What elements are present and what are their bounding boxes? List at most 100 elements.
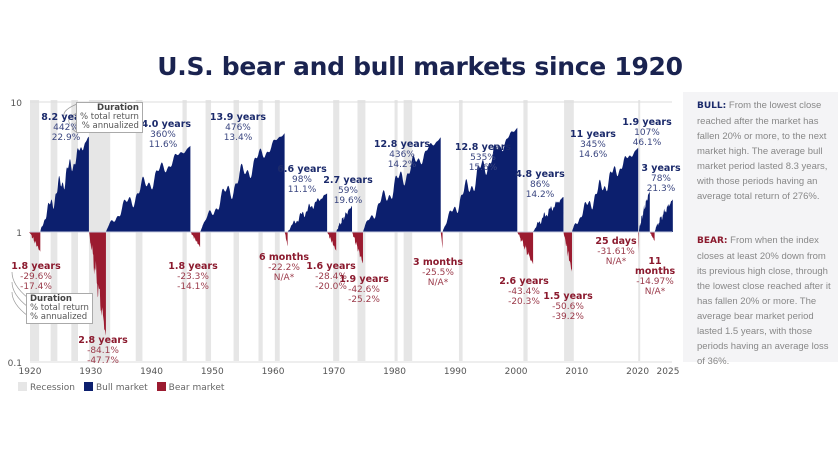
annotation-duration: 2.8 years bbox=[78, 335, 128, 346]
annotation-total: -31.61% bbox=[597, 247, 635, 257]
bull-market-area bbox=[533, 197, 564, 232]
bull-annotation: 12.8 years 535% 15.6% bbox=[448, 143, 518, 174]
bear-annotation: 1.6 years -28.4% -20.0% bbox=[296, 262, 366, 293]
key-connector bbox=[63, 103, 78, 117]
bear-label: BEAR: bbox=[697, 236, 728, 246]
key-line2: % annualized bbox=[81, 121, 139, 131]
annotation-annualized: -20.3% bbox=[508, 297, 540, 307]
x-tick-label: 2025 bbox=[657, 367, 680, 377]
annotation-total: -25.5% bbox=[422, 268, 454, 278]
x-tick-label: 1960 bbox=[262, 367, 285, 377]
x-tick-label: 2020 bbox=[626, 367, 649, 377]
bear-annotation: 1.8 years -23.3% -14.1% bbox=[158, 261, 228, 293]
bear-annotation: 25 days -31.61% N/A* bbox=[581, 236, 651, 268]
duration-key-top: Duration % total return % annualized bbox=[76, 102, 143, 133]
annotation-total: -23.3% bbox=[177, 272, 209, 282]
bear-market-area bbox=[29, 232, 41, 252]
bear-market-area bbox=[517, 232, 534, 265]
annotation-annualized: N/A* bbox=[273, 273, 295, 283]
bull-market-area bbox=[654, 199, 673, 232]
x-tick-label: 2000 bbox=[505, 367, 528, 377]
bear-annotation: 1.5 years -50.6% -39.2% bbox=[533, 292, 603, 323]
bull-annotation: 3 years 78% 21.3% bbox=[626, 163, 696, 195]
bear-market-area bbox=[563, 232, 572, 272]
annotation-duration: 8.2 years bbox=[41, 112, 91, 123]
annotation-total: 476% bbox=[225, 123, 251, 133]
annotation-total: -29.6% bbox=[20, 272, 52, 282]
annotation-total: 98% bbox=[291, 175, 312, 185]
annotation-total: -22.2% bbox=[268, 263, 300, 273]
annotation-duration: 3 years bbox=[641, 163, 681, 174]
key-heading: Duration bbox=[97, 103, 139, 113]
annotation-annualized: 14.2% bbox=[525, 190, 555, 200]
duration-key-bottom: Duration % total return % annualized bbox=[26, 293, 93, 324]
key-line1: % total return bbox=[30, 303, 89, 313]
x-tick-label: 1970 bbox=[322, 367, 345, 377]
x-tick-label: 1940 bbox=[140, 367, 163, 377]
y-tick-label: 10 bbox=[11, 99, 23, 109]
annotation-annualized: 11.6% bbox=[148, 140, 178, 150]
y-tick-label: 1 bbox=[16, 229, 22, 239]
annotation-duration: 2.7 years bbox=[323, 175, 373, 186]
annotation-annualized: N/A* bbox=[605, 257, 627, 267]
key-connector bbox=[11, 281, 29, 308]
bull-annotation: 12.8 years 436% 14.2% bbox=[367, 139, 437, 171]
bull-annotation: 2.7 years 59% 19.6% bbox=[313, 175, 383, 207]
annotation-annualized: 21.3% bbox=[646, 184, 676, 194]
bear-annotation: 2.8 years -84.1% -47.7% bbox=[68, 335, 138, 367]
legend-recession: Recession bbox=[18, 382, 75, 393]
bear-market-area bbox=[638, 232, 639, 254]
bear-annotation: 11 months -14.97% N/A* bbox=[635, 256, 676, 298]
bull-market-area bbox=[287, 193, 328, 232]
annotation-total: -50.6% bbox=[552, 302, 584, 312]
bear-annotation: 3 months -25.5% N/A* bbox=[403, 257, 473, 289]
x-tick-label: 1920 bbox=[19, 367, 42, 377]
bear-market-area bbox=[327, 232, 337, 251]
bull-annotation: 11 years 345% 14.6% bbox=[558, 130, 628, 161]
annotation-duration: 6 months bbox=[258, 252, 310, 263]
y-tick-label: 0.1 bbox=[8, 359, 22, 369]
annotation-annualized: N/A* bbox=[427, 278, 449, 288]
annotation-duration: 25 days bbox=[595, 236, 637, 247]
legend: Recession Bull market Bear market bbox=[18, 382, 224, 393]
bear-market-area bbox=[649, 232, 655, 242]
annotation-annualized: 14.2% bbox=[387, 160, 417, 170]
annotation-total: 59% bbox=[337, 186, 358, 196]
bull-market-area bbox=[336, 205, 353, 232]
annotation-total: -84.1% bbox=[87, 346, 119, 356]
annotation-annualized: 13.4% bbox=[223, 133, 253, 143]
x-tick-label: 1950 bbox=[201, 367, 224, 377]
annotation-duration: 3 months bbox=[412, 257, 464, 268]
bull-market-area bbox=[200, 133, 285, 232]
bull-market-area bbox=[105, 145, 191, 232]
annotation-annualized: 11.1% bbox=[287, 185, 317, 195]
annotation-total: 436% bbox=[389, 150, 415, 160]
bull-annotation: 14.0 years 360% 11.6% bbox=[128, 120, 198, 151]
annotation-duration: 2.6 years bbox=[499, 276, 549, 287]
legend-bear: Bear market bbox=[156, 382, 224, 393]
bear-annotation: 2.6 years -43.4% -20.3% bbox=[489, 276, 559, 308]
annotation-total: -28.4% bbox=[315, 272, 347, 282]
bear-market-area bbox=[352, 232, 363, 264]
bear-market-area bbox=[284, 232, 288, 247]
key-heading: Duration bbox=[30, 294, 72, 304]
annotation-annualized: 19.6% bbox=[333, 196, 363, 206]
annotation-duration: 12.8 years bbox=[373, 139, 431, 150]
x-tick-label: 1990 bbox=[444, 367, 467, 377]
annotation-total: 107% bbox=[634, 128, 660, 138]
annotation-annualized: -20.0% bbox=[315, 282, 347, 292]
recession-band bbox=[30, 100, 40, 361]
bull-annotation: 8.2 years 442% 22.9% bbox=[31, 112, 101, 144]
annotation-duration: 1.8 years bbox=[168, 261, 218, 272]
annotation-total: -43.4% bbox=[508, 287, 540, 297]
annotation-annualized: -14.1% bbox=[177, 282, 209, 292]
annotation-duration: 11 months bbox=[635, 256, 676, 277]
bull-annotation: 13.9 years 476% 13.4% bbox=[203, 113, 273, 144]
annotation-annualized: -25.2% bbox=[348, 295, 380, 305]
annotation-duration: 1.8 years bbox=[11, 261, 61, 272]
annotation-annualized: N/A* bbox=[644, 287, 666, 297]
annotation-total: 345% bbox=[580, 140, 606, 150]
bull-label: BULL: bbox=[697, 101, 727, 111]
annotation-total: 535% bbox=[470, 153, 496, 163]
